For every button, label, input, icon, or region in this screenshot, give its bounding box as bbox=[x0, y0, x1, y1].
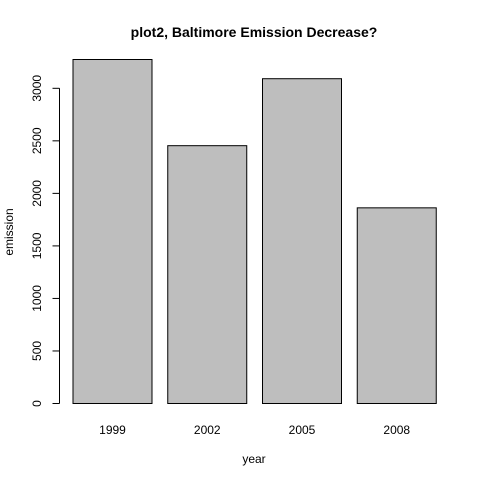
x-axis-tick-labels: 1999 2002 2005 2008 bbox=[99, 423, 410, 437]
x-tick-label: 2008 bbox=[383, 423, 410, 437]
x-tick-label: 2005 bbox=[289, 423, 316, 437]
y-tick-label: 2500 bbox=[30, 127, 44, 154]
y-axis-label: emission bbox=[2, 208, 16, 255]
x-tick-label: 2002 bbox=[194, 423, 221, 437]
bars-layer bbox=[72, 59, 437, 405]
y-tick-label: 0 bbox=[30, 400, 44, 407]
chart-title: plot2, Baltimore Emission Decrease? bbox=[131, 24, 378, 40]
y-tick-label: 1000 bbox=[30, 285, 44, 312]
bar-2005 bbox=[262, 78, 342, 405]
y-tick-label: 2000 bbox=[30, 180, 44, 207]
bar-2008 bbox=[356, 207, 437, 404]
bar-1999 bbox=[72, 59, 153, 404]
y-axis: 0 500 1000 1500 2000 2500 3000 bbox=[30, 75, 60, 407]
y-tick-label: 500 bbox=[30, 341, 44, 361]
y-tick-label: 1500 bbox=[30, 232, 44, 259]
x-axis-label: year bbox=[242, 452, 265, 466]
bar-2002 bbox=[167, 145, 248, 404]
x-tick-label: 1999 bbox=[99, 423, 126, 437]
y-tick-label: 3000 bbox=[30, 75, 44, 102]
